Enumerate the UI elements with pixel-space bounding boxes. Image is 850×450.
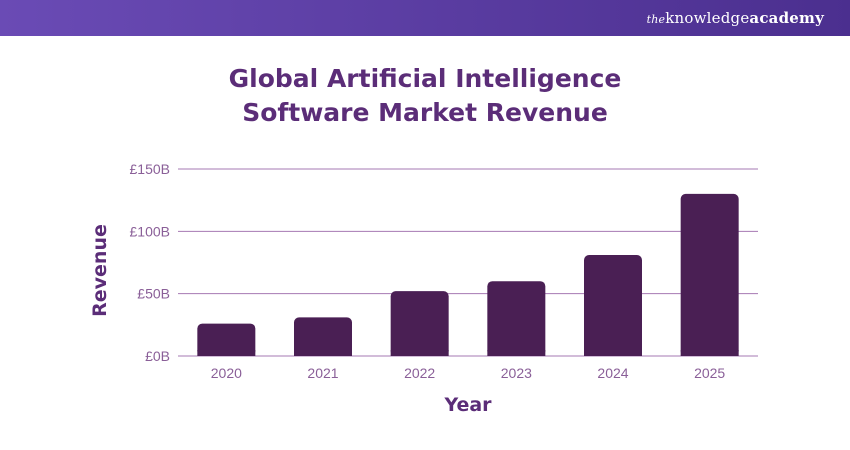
- y-axis-label: Revenue: [89, 224, 111, 317]
- chart-title-line-2: Software Market Revenue: [242, 98, 608, 127]
- y-tick-label: £50B: [137, 286, 170, 302]
- x-tick-label: 2022: [404, 365, 435, 381]
- x-tick-label: 2025: [694, 365, 725, 381]
- bar: [584, 255, 642, 356]
- bar-base: [680, 350, 739, 356]
- x-tick-label: 2023: [501, 365, 532, 381]
- bar-base: [197, 350, 256, 356]
- bar: [197, 323, 256, 356]
- y-tick-label: £100B: [130, 223, 170, 239]
- bar: [390, 291, 449, 356]
- x-tick-label: 2020: [211, 365, 242, 381]
- bar: [680, 193, 739, 356]
- y-tick-label: £0B: [145, 348, 170, 364]
- chart-title-line-1: Global Artificial Intelligence: [228, 64, 622, 93]
- bar: [294, 317, 352, 356]
- x-tick-label: 2024: [597, 365, 628, 381]
- chart-title: Global Artificial Intelligence Software …: [0, 62, 850, 130]
- bar-base: [487, 350, 546, 356]
- x-axis-label: Year: [443, 394, 492, 416]
- brand-logo: theknowledgeacademy: [646, 9, 824, 27]
- bar-base: [390, 350, 449, 356]
- bar: [487, 281, 546, 356]
- header-bar: theknowledgeacademy: [0, 0, 850, 36]
- bar-base: [584, 350, 642, 356]
- bar-base: [294, 350, 352, 356]
- x-tick-label: 2021: [307, 365, 338, 381]
- y-tick-label: £150B: [130, 161, 170, 177]
